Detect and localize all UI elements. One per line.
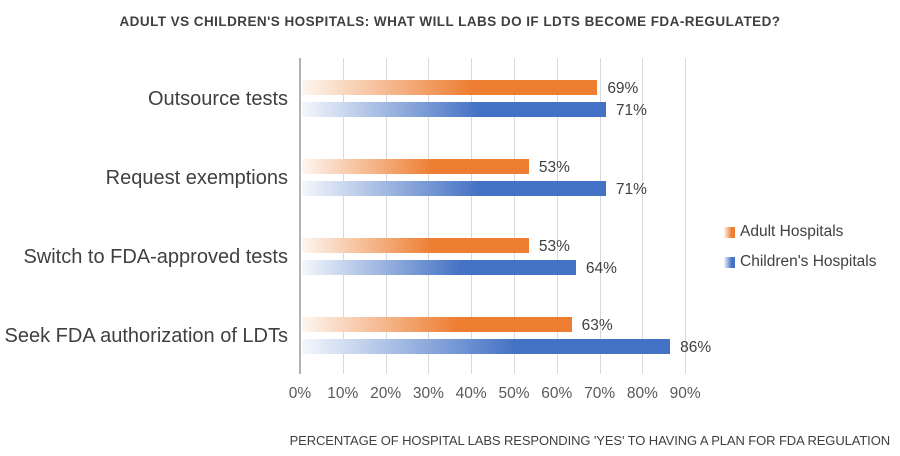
y-axis-line <box>299 58 301 374</box>
gridline <box>685 58 687 374</box>
x-tick-label: 90% <box>669 385 701 402</box>
x-tick-label: 80% <box>626 385 658 402</box>
bar-children-s-hospitals <box>302 260 576 275</box>
gridline <box>342 58 344 374</box>
plot-area: 69% 53% 53% 63% 71% 71% 64% 86% <box>299 58 711 374</box>
category-labels: Outsource tests Request exemptions Switch … <box>0 58 288 374</box>
data-label: 71% <box>615 102 647 119</box>
gridline <box>599 58 601 374</box>
gridline <box>428 58 430 374</box>
gridline <box>514 58 515 374</box>
x-tick-label: 60% <box>541 385 573 402</box>
x-tick-label: 20% <box>370 385 402 402</box>
data-label: 64% <box>585 260 617 277</box>
x-axis: 0% 10% 20% 30% 40% 50% 60% 70% 80% 90% <box>289 385 701 403</box>
bar-adult-hospitals <box>302 159 529 174</box>
category-label: Request exemptions <box>105 167 288 189</box>
bar-adult-hospitals <box>302 317 572 332</box>
category-label: Switch to FDA-approved tests <box>23 246 288 268</box>
data-label: 53% <box>538 159 570 176</box>
legend-item-children-s-hospitals: Children's Hospitals <box>724 247 877 277</box>
bar-children-s-hospitals <box>302 102 606 117</box>
legend-marker-icon <box>724 226 735 238</box>
legend: Adult Hospitals Children's Hospitals <box>724 217 877 277</box>
legend-marker-icon <box>724 256 735 268</box>
bar-adult-hospitals <box>302 80 598 95</box>
x-tick-label: 70% <box>584 385 616 402</box>
x-tick-label: 0% <box>288 385 312 402</box>
x-tick-label: 30% <box>412 385 444 402</box>
category-label: Outsource tests <box>147 88 288 110</box>
legend-item-adult-hospitals: Adult Hospitals <box>724 217 877 247</box>
gridline <box>385 58 387 374</box>
axis-caption: PERCENTAGE OF HOSPITAL LABS RESPONDING '… <box>289 433 891 448</box>
data-label: 63% <box>581 317 613 334</box>
x-tick-label: 10% <box>327 385 359 402</box>
bar-children-s-hospitals <box>302 181 606 196</box>
legend-label: Adult Hospitals <box>740 223 844 240</box>
legend-label: Children's Hospitals <box>740 253 877 270</box>
gridline <box>556 58 558 374</box>
bar-children-s-hospitals <box>302 339 671 354</box>
data-label: 86% <box>680 339 712 356</box>
data-label: 53% <box>538 238 570 255</box>
x-tick-label: 50% <box>498 385 530 402</box>
x-tick-label: 40% <box>455 385 487 402</box>
gridline <box>642 58 644 374</box>
data-label: 71% <box>615 181 647 198</box>
gridline <box>471 58 473 374</box>
category-label: Seek FDA authorization of LDTs <box>4 325 288 347</box>
data-label: 69% <box>607 80 639 97</box>
chart-title: ADULT VS CHILDREN'S HOSPITALS: WHAT WILL… <box>119 14 781 29</box>
bar-adult-hospitals <box>302 238 529 253</box>
